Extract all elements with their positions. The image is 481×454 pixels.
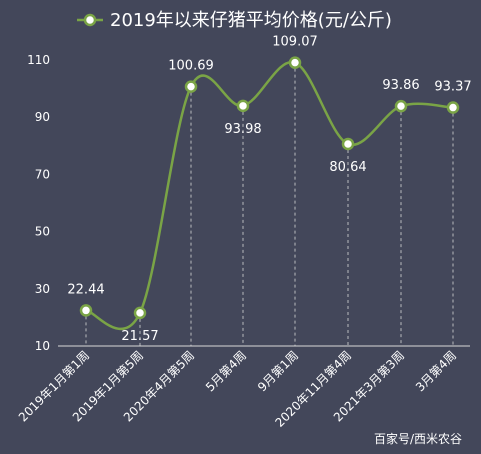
data-label: 100.69 bbox=[168, 59, 214, 74]
data-label: 93.86 bbox=[382, 78, 419, 93]
data-point bbox=[79, 304, 93, 317]
y-tick-label: 30 bbox=[35, 282, 50, 296]
x-tick-label: 5月第4周 bbox=[203, 348, 249, 394]
y-tick-label: 110 bbox=[27, 53, 50, 67]
data-point bbox=[446, 101, 460, 114]
y-tick-label: 90 bbox=[35, 110, 50, 124]
data-point bbox=[394, 99, 408, 113]
y-axis-ticks: 10 30 50 70 90 110 bbox=[27, 53, 50, 353]
data-label: 22.44 bbox=[67, 282, 104, 297]
y-tick-label: 10 bbox=[35, 339, 50, 353]
data-label: 109.07 bbox=[272, 35, 318, 50]
data-labels: 22.44 21.57 100.69 93.98 109.07 80.64 93.86 93.… bbox=[67, 35, 471, 344]
data-label: 21.57 bbox=[121, 329, 158, 344]
data-label: 80.64 bbox=[329, 160, 366, 175]
data-point bbox=[341, 137, 355, 151]
data-label: 93.98 bbox=[224, 122, 261, 137]
data-point bbox=[236, 99, 250, 113]
data-points bbox=[79, 56, 460, 320]
legend-marker bbox=[83, 13, 97, 27]
data-point bbox=[133, 306, 147, 320]
y-tick-label: 50 bbox=[35, 225, 50, 239]
watermark: 百家号/西米农谷 bbox=[374, 431, 462, 446]
x-tick-label: 9月第1周 bbox=[255, 348, 301, 394]
data-point bbox=[288, 56, 302, 69]
chart-title: 2019年以来仔猪平均价格(元/公斤) bbox=[110, 10, 392, 31]
legend: 2019年以来仔猪平均价格(元/公斤) bbox=[77, 10, 392, 31]
data-point bbox=[184, 80, 198, 93]
data-label: 93.37 bbox=[434, 80, 471, 95]
y-tick-label: 70 bbox=[35, 167, 50, 181]
drop-lines bbox=[85, 62, 454, 346]
x-tick-label: 3月第4周 bbox=[413, 348, 459, 394]
